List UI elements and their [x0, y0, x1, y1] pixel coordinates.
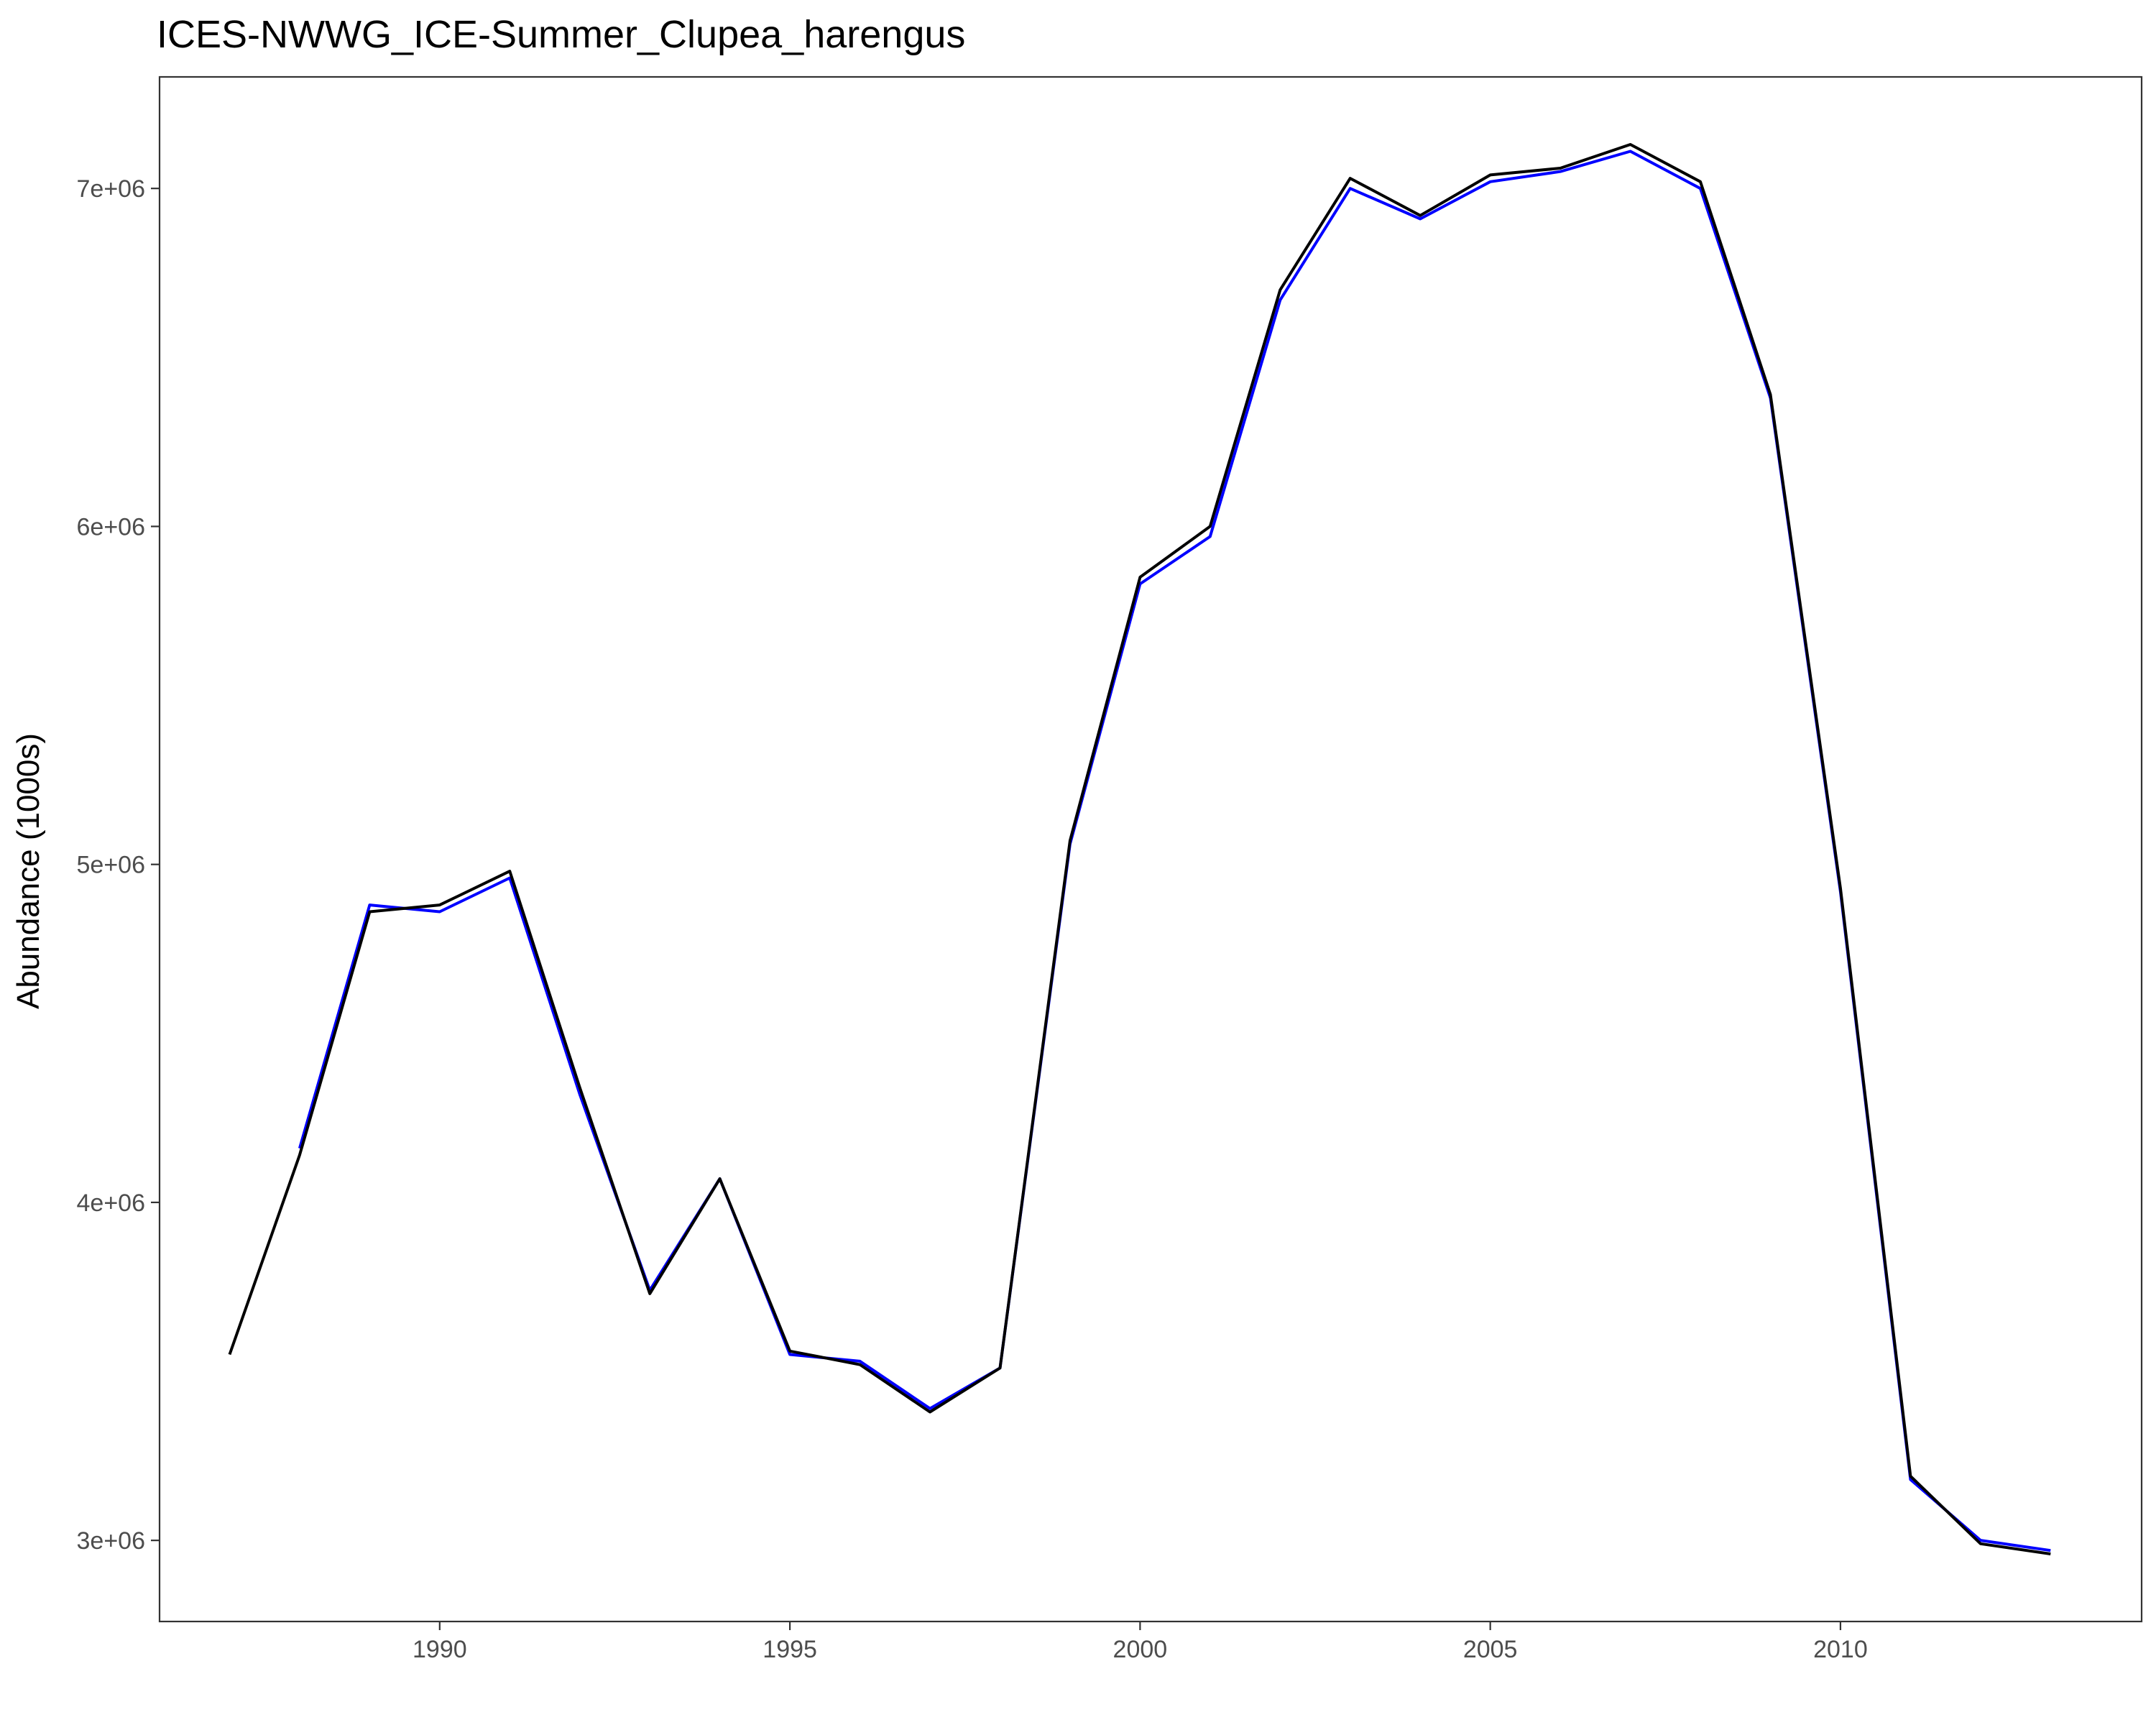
x-tick-label: 2000 — [1113, 1636, 1168, 1663]
plot-panel-border — [158, 75, 2143, 1623]
y-tick-label: 3e+06 — [77, 1527, 146, 1555]
y-axis: 3e+06 4e+06 5e+06 6e+06 7e+06 — [77, 175, 160, 1555]
x-tick-label: 1995 — [763, 1636, 817, 1663]
chart-title: ICES-NWWG_ICE-Summer_Clupea_harengus — [157, 13, 965, 56]
x-tick-label: 2010 — [1813, 1636, 1868, 1663]
x-tick-label: 2005 — [1463, 1636, 1518, 1663]
y-axis-label: Abundance (1000s) — [11, 733, 46, 1009]
y-tick-label: 4e+06 — [77, 1190, 146, 1217]
series-line-1 — [298, 150, 2051, 1552]
x-axis: 1990 1995 2000 2005 2010 — [413, 1622, 1868, 1663]
series-layer — [228, 143, 2051, 1555]
x-tick-label: 1990 — [413, 1636, 467, 1663]
y-tick-label: 5e+06 — [77, 852, 146, 879]
y-tick-label: 6e+06 — [77, 513, 146, 540]
y-tick-label: 7e+06 — [77, 175, 146, 203]
series-line-2 — [228, 143, 2051, 1555]
